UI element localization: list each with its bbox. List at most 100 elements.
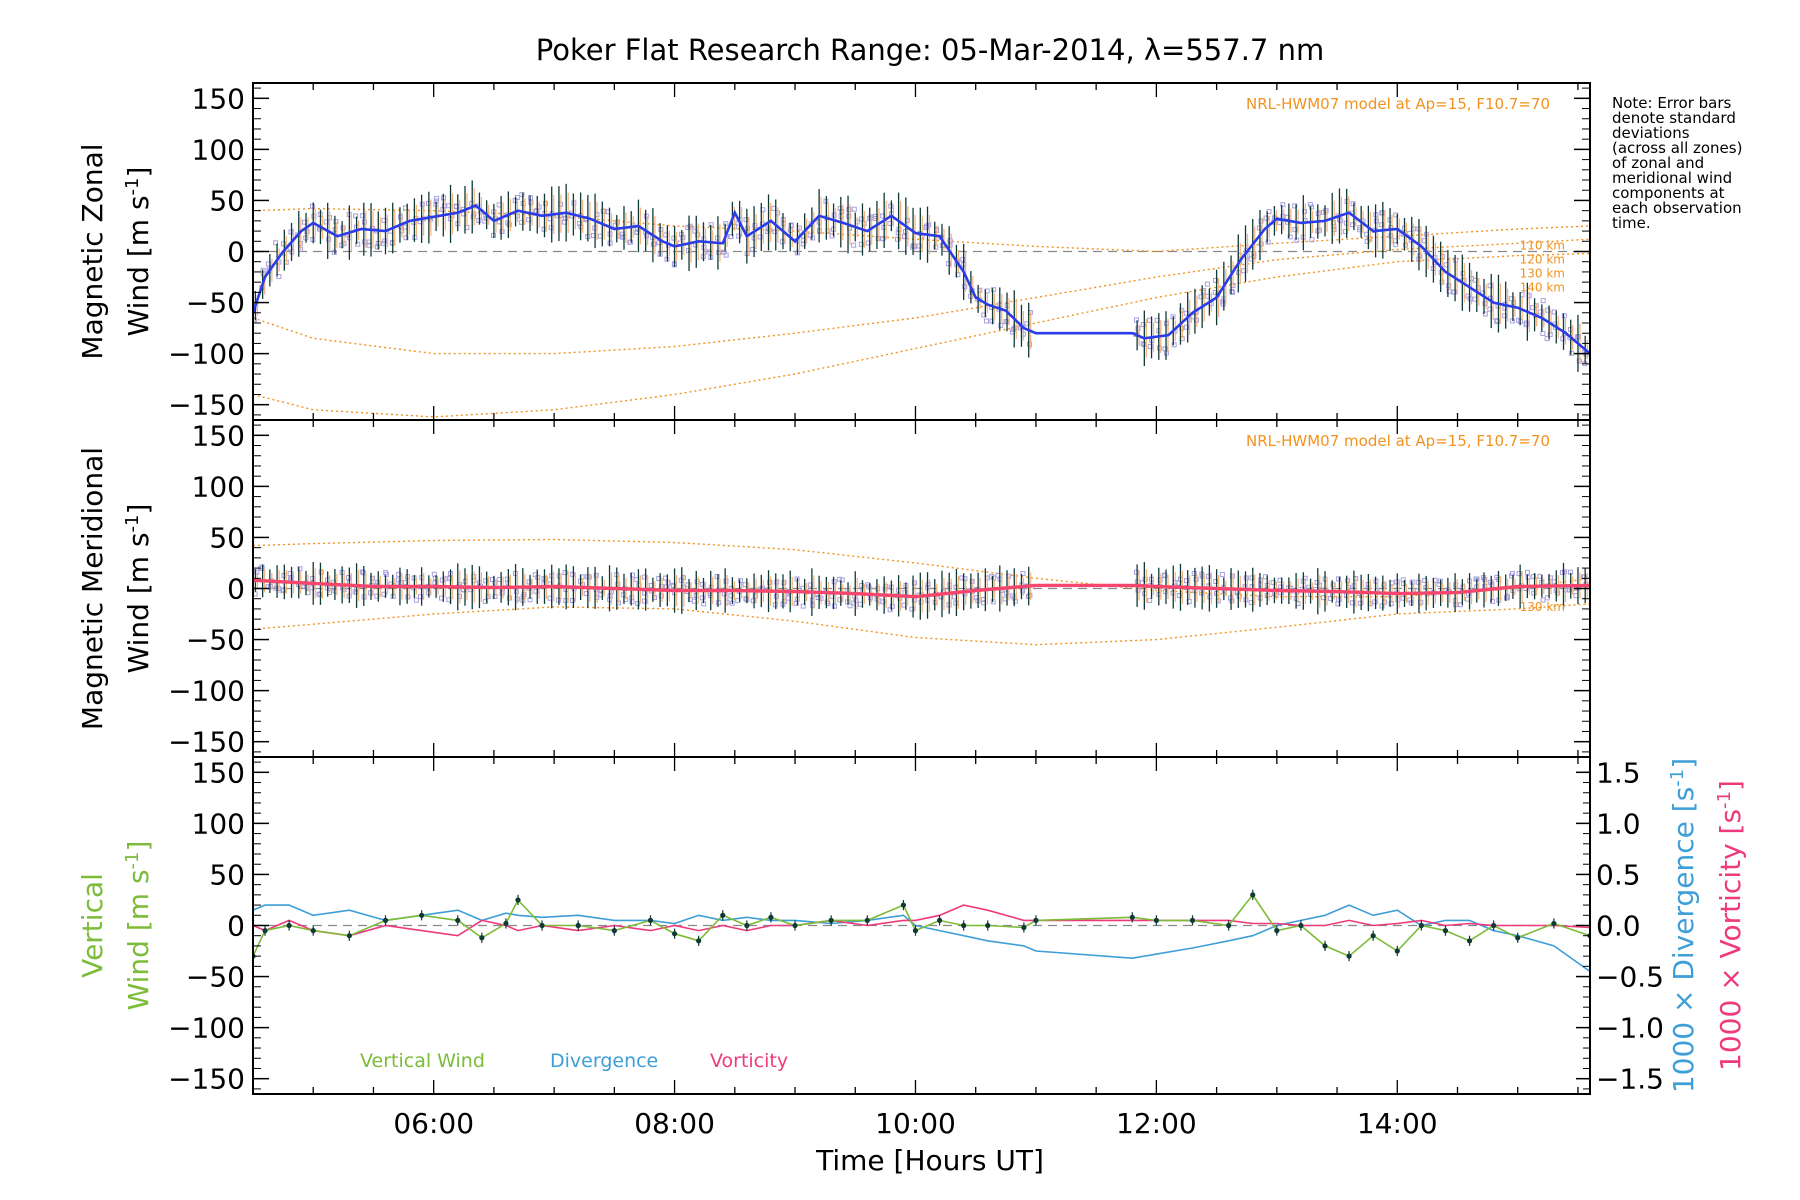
sample-point — [1336, 597, 1342, 603]
sample-point — [1307, 201, 1313, 207]
sample-point — [1494, 319, 1500, 325]
vertical-wind-point — [720, 912, 726, 918]
sample-point — [745, 226, 751, 232]
sample-point — [1212, 289, 1218, 295]
sample-point — [1502, 313, 1508, 319]
sample-point — [1140, 341, 1146, 347]
sample-point — [875, 586, 881, 592]
sample-point — [413, 597, 419, 603]
sample-point — [1135, 326, 1141, 332]
meridional-wind-line — [253, 578, 1590, 599]
sample-point — [658, 583, 664, 589]
sample-point — [757, 234, 763, 240]
sample-point — [396, 571, 402, 577]
vertical-wind-point — [515, 897, 521, 903]
sample-point — [716, 600, 722, 606]
y-axis-label-units: [m s — [122, 195, 155, 257]
sample-point — [360, 213, 366, 219]
sample-point — [1012, 598, 1018, 604]
meridional-wind-panel: NRL-HWM07 model at Ap=15, F10.7=70 130 km… — [76, 419, 1591, 759]
sample-point — [837, 597, 843, 603]
vertical-wind-point — [1346, 953, 1352, 959]
sample-point — [1191, 571, 1197, 577]
sample-point — [280, 241, 286, 247]
sample-point — [1559, 570, 1565, 576]
vertical-wind-point — [768, 914, 774, 920]
sample-point — [383, 570, 389, 576]
vertical-wind-point — [1466, 938, 1473, 944]
sample-point — [346, 574, 352, 580]
sample-point — [273, 240, 279, 246]
sample-point — [1540, 331, 1546, 337]
y-tick-label: 50 — [209, 521, 245, 554]
note-line: of zonal and — [1612, 154, 1704, 172]
y-axis-label-word: Wind — [122, 257, 155, 336]
sample-point — [506, 595, 512, 601]
y-axis-label-word: Wind — [122, 594, 155, 673]
sample-point — [831, 603, 837, 609]
sample-point — [1251, 253, 1257, 259]
sample-point — [1243, 575, 1249, 581]
sample-point — [699, 582, 705, 588]
y-tick-label: 150 — [192, 756, 245, 789]
sample-point — [1229, 598, 1235, 604]
vertical-wind-point — [575, 922, 581, 929]
sample-point — [680, 234, 686, 240]
y2-tick-label: −0.5 — [1596, 961, 1664, 994]
sample-point — [1439, 279, 1445, 285]
sample-point — [453, 203, 459, 209]
sample-point — [839, 577, 845, 583]
vertical-wind-point — [479, 935, 485, 941]
vertical-wind-point — [455, 917, 461, 923]
sample-point — [304, 228, 310, 234]
y-tick-label: 100 — [192, 470, 245, 503]
sample-point — [685, 225, 691, 231]
vertical-wind-point — [503, 920, 509, 927]
altitude-label: 110 km — [1520, 238, 1565, 252]
y2-tick-label: 1.5 — [1596, 756, 1641, 789]
sample-point — [774, 593, 780, 599]
note-line: deviations — [1612, 124, 1690, 142]
sample-point — [774, 579, 780, 585]
sample-point — [960, 256, 966, 262]
sample-point — [743, 596, 749, 602]
sample-point — [439, 577, 445, 583]
sample-point — [945, 261, 951, 267]
sample-point — [1179, 325, 1185, 331]
y-axis-label-bottom: Wind [m s-1] — [122, 167, 156, 337]
y-tick-label: 150 — [192, 82, 245, 115]
sample-point — [1019, 324, 1025, 330]
sample-point — [1342, 229, 1348, 235]
sample-point — [916, 243, 922, 249]
sample-point — [1364, 238, 1370, 244]
note-line: denote standard — [1612, 109, 1736, 127]
sample-point — [800, 238, 806, 244]
sample-point — [543, 576, 549, 582]
sample-point — [658, 593, 664, 599]
note-line: each observation — [1612, 199, 1742, 217]
vertical-wind-point — [310, 928, 316, 934]
zonal-wind-line — [253, 204, 1590, 355]
sample-point — [492, 594, 498, 600]
y-tick-label: −50 — [186, 624, 245, 657]
vertical-wind-point — [1226, 922, 1232, 929]
sample-point — [318, 569, 324, 575]
sample-point — [991, 287, 997, 293]
sample-point — [504, 576, 510, 582]
sample-point — [1547, 332, 1553, 338]
y-axis-label-sup: -1 — [122, 852, 143, 870]
note-line: meridional wind — [1612, 169, 1732, 187]
sample-point — [752, 222, 758, 228]
x-tick-label: 14:00 — [1357, 1107, 1438, 1140]
sample-point — [858, 241, 864, 247]
sample-point — [1263, 215, 1269, 221]
sample-point — [333, 219, 339, 225]
sample-point — [1379, 222, 1385, 228]
vertical-wind-point — [900, 902, 907, 908]
sample-point — [875, 235, 881, 241]
sample-point — [1198, 294, 1204, 300]
sample-point — [692, 228, 698, 234]
y-tick-label: −100 — [168, 675, 245, 708]
sample-point — [1372, 599, 1378, 605]
sample-point — [671, 235, 677, 241]
